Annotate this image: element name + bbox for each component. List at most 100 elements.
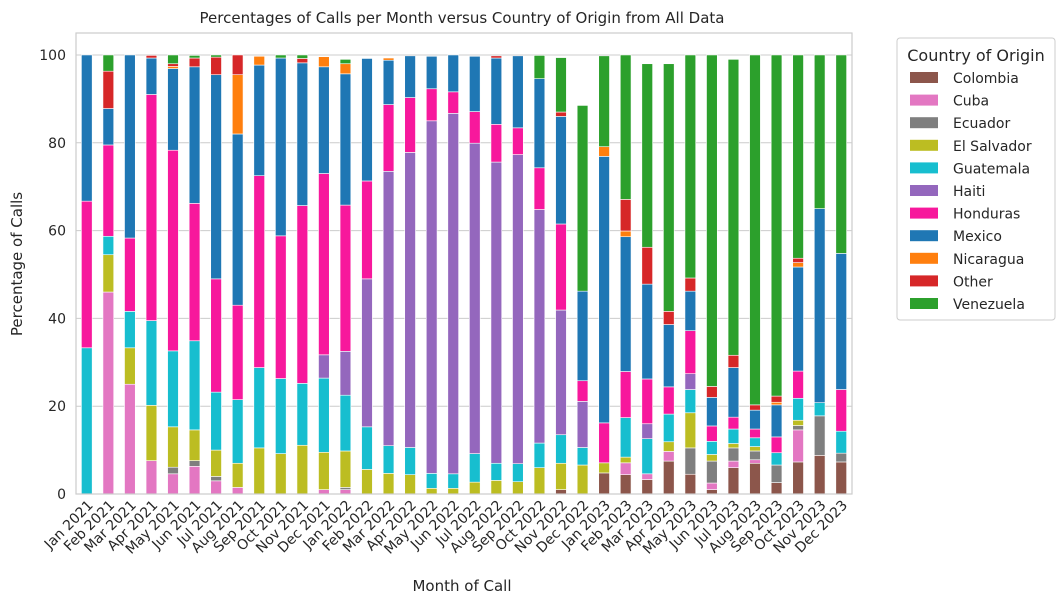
bar-segment-mexico	[555, 116, 567, 225]
y-axis-label: Percentage of Calls	[8, 192, 26, 336]
bar-segment-mexico	[404, 55, 416, 98]
bar-segment-haiti	[318, 354, 330, 379]
bar-segment-honduras	[210, 278, 222, 393]
bar-segment-honduras	[792, 370, 804, 399]
legend-swatch-nicaragua	[910, 252, 938, 264]
bar-segment-mexico	[576, 290, 589, 382]
legend-swatch-ecuador	[910, 117, 938, 129]
bar-segment-mexico	[275, 57, 287, 237]
bar-segment-other	[188, 57, 201, 68]
bar-segment-nicaragua	[231, 74, 244, 135]
bar-segment-el-salvador	[404, 474, 416, 495]
bar-segment-guatemala	[663, 413, 675, 443]
bar-segment-el-salvador	[318, 451, 330, 490]
bars	[81, 54, 847, 495]
bar-segment-other	[770, 395, 783, 403]
bar-segment-ecuador	[210, 476, 222, 482]
bar-segment-el-salvador	[792, 419, 804, 426]
bar-segment-el-salvador	[555, 462, 567, 490]
bar-segment-guatemala	[576, 447, 589, 466]
legend-label: El Salvador	[953, 139, 1032, 155]
bar-segment-venezuela	[210, 54, 222, 58]
bar-segment-el-salvador	[425, 487, 438, 495]
bar-segment-honduras	[512, 127, 524, 155]
bar-segment-guatemala	[318, 377, 330, 453]
bar-segment-mexico	[339, 73, 352, 206]
bar-segment-ecuador	[727, 447, 740, 462]
bar-segment-honduras	[619, 371, 632, 418]
bar-segment-cuba	[210, 480, 222, 495]
bar-segment-ecuador	[167, 466, 179, 475]
bar-segment-guatemala	[727, 428, 740, 444]
bar-segment-guatemala	[813, 402, 826, 417]
bar-segment-el-salvador	[749, 446, 761, 452]
bar-segment-mexico	[102, 108, 115, 146]
bar-segment-other	[727, 354, 740, 368]
bar-segment-mexico	[296, 62, 309, 206]
bar-segment-colombia	[555, 489, 567, 495]
bar-segment-mexico	[447, 54, 459, 93]
bar-segment-other	[145, 55, 158, 59]
legend-title: Country of Origin	[907, 46, 1045, 65]
y-tick-label: 40	[48, 311, 66, 327]
bar-segment-mexico	[167, 68, 179, 151]
bar-segment-honduras	[296, 205, 309, 384]
bar-segment-guatemala	[339, 394, 352, 452]
bar-segment-el-salvador	[469, 481, 481, 495]
bar-segment-other	[210, 56, 222, 76]
bar-segment-el-salvador	[382, 473, 395, 495]
bar-segment-cuba	[706, 482, 718, 490]
bar-segment-el-salvador	[512, 481, 524, 495]
bar-segment-el-salvador	[124, 347, 136, 385]
bar-segment-haiti	[684, 373, 697, 390]
bar-segment-ecuador	[770, 464, 783, 483]
bar-segment-honduras	[684, 330, 697, 375]
bar-segment-honduras	[727, 416, 740, 430]
bar-segment-other	[749, 404, 761, 411]
bar-segment-mexico	[533, 78, 546, 169]
bar-segment-guatemala	[124, 311, 136, 349]
bar-segment-el-salvador	[339, 450, 352, 488]
bar-segment-honduras	[425, 88, 438, 122]
bar-segment-el-salvador	[533, 467, 546, 495]
bar-segment-guatemala	[447, 473, 459, 489]
bar-segment-cuba	[339, 489, 352, 495]
bar-segment-ecuador	[684, 447, 697, 475]
bar-segment-other	[706, 386, 718, 398]
bar-segment-nicaragua	[167, 66, 179, 69]
bar-segment-el-salvador	[167, 426, 179, 468]
bar-segment-el-salvador	[188, 429, 201, 461]
bar-segment-ecuador	[792, 425, 804, 431]
bar-segment-honduras	[490, 124, 503, 163]
bar-segment-honduras	[404, 97, 416, 153]
bar-segment-venezuela	[296, 54, 309, 59]
bar-segment-cuba	[167, 473, 179, 495]
bar-segment-mexico	[663, 324, 675, 388]
bar-segment-mexico	[619, 236, 632, 372]
bar-segment-guatemala	[231, 399, 244, 464]
bar-segment-honduras	[835, 389, 847, 432]
bar-segment-ecuador	[749, 450, 761, 461]
bar-segment-other	[231, 54, 244, 76]
bar-segment-guatemala	[188, 340, 201, 431]
bar-segment-colombia	[663, 460, 675, 495]
bar-segment-colombia	[684, 473, 697, 495]
bar-segment-nicaragua	[253, 55, 265, 66]
bar-segment-haiti	[404, 152, 416, 448]
bar-segment-mexico	[684, 290, 697, 331]
bar-segment-honduras	[770, 436, 783, 454]
bar-segment-honduras	[339, 204, 352, 352]
legend-swatch-honduras	[910, 207, 938, 219]
bar-segment-cuba	[663, 451, 675, 462]
bar-segment-el-salvador	[619, 456, 632, 464]
bar-segment-guatemala	[404, 447, 416, 475]
bar-segment-mexico	[361, 58, 373, 182]
bar-segment-honduras	[663, 386, 675, 415]
bar-segment-colombia	[835, 461, 847, 495]
bar-segment-guatemala	[749, 437, 761, 447]
legend-swatch-colombia	[910, 72, 938, 83]
bar-segment-mexico	[749, 409, 761, 430]
bar-segment-guatemala	[684, 389, 697, 414]
bar-segment-venezuela	[835, 54, 847, 254]
